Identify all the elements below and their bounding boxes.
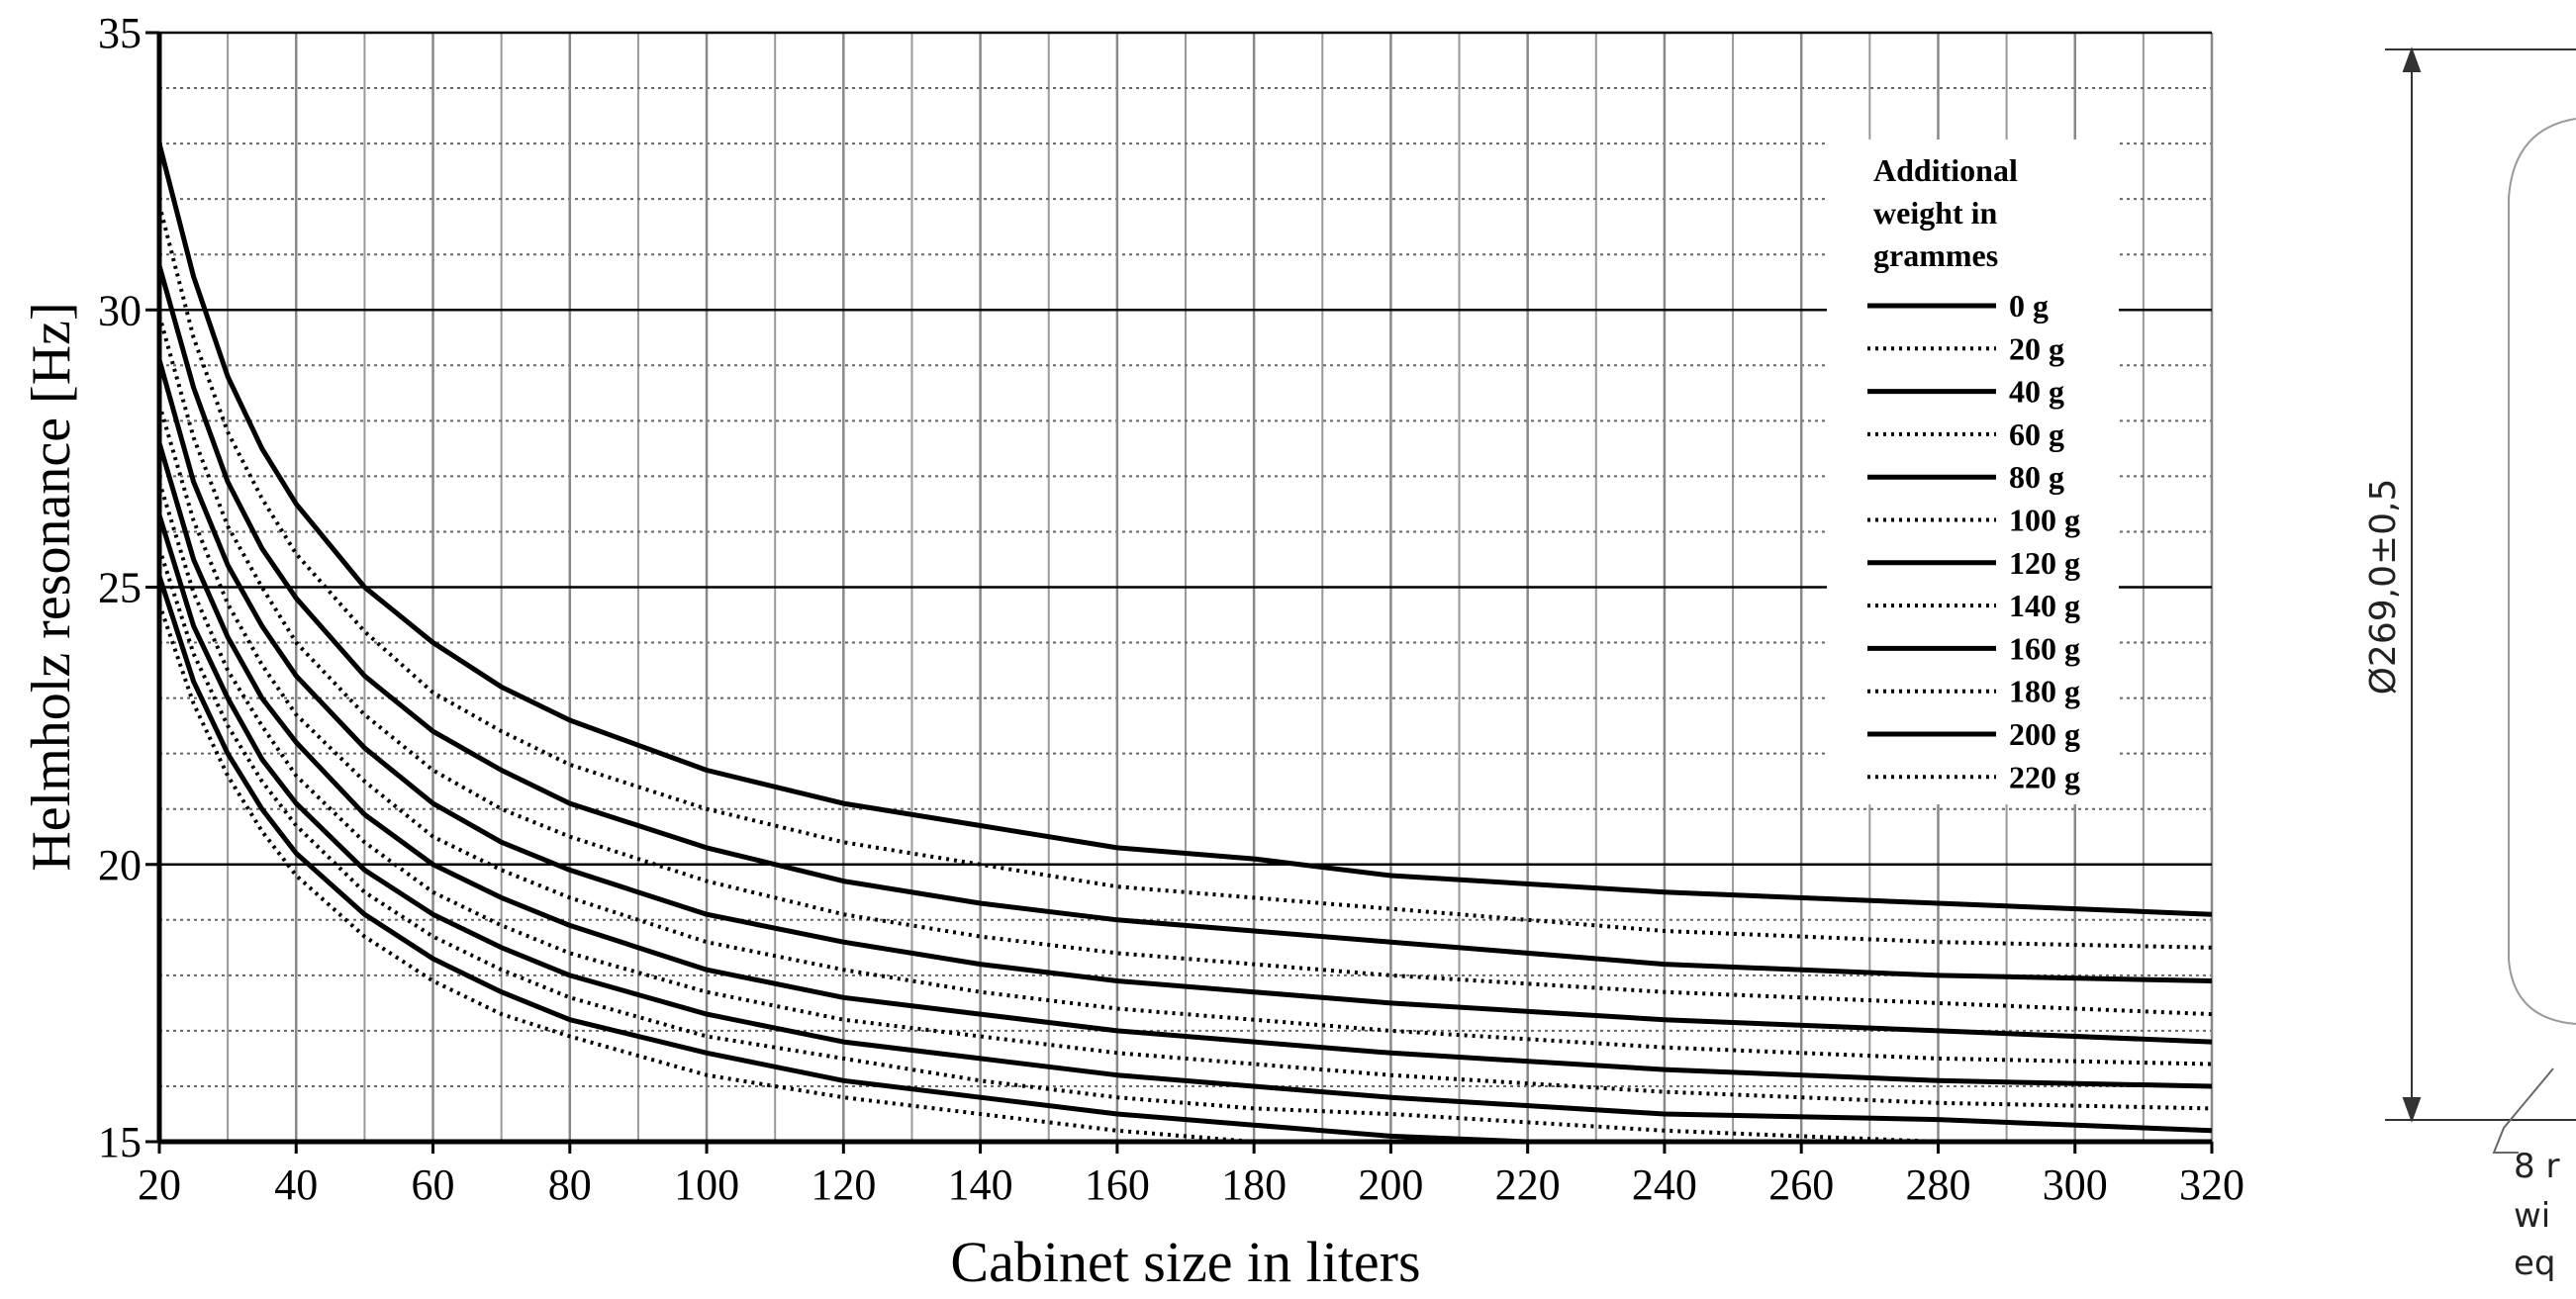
legend-label: 200 g (2009, 716, 2080, 752)
series-line (159, 142, 2212, 917)
x-tick-label: 100 (674, 1160, 739, 1209)
x-tick-label: 20 (138, 1160, 181, 1209)
series-line (159, 513, 2212, 1134)
legend-box (1827, 139, 2119, 804)
x-tick-label: 320 (2179, 1160, 2244, 1209)
legend-label: 20 g (2009, 330, 2064, 366)
note-line: 8 r (2514, 1147, 2559, 1186)
x-tick-label: 200 (1358, 1160, 1423, 1209)
legend-label: 0 g (2009, 288, 2049, 324)
x-tick-label: 60 (412, 1160, 455, 1209)
y-tick-label: 15 (98, 1118, 142, 1166)
legend-label: 220 g (2009, 759, 2080, 794)
series-line (159, 442, 2212, 1089)
x-tick-label: 160 (1085, 1160, 1150, 1209)
legend-title: Additional (1873, 152, 2018, 188)
series-line (159, 359, 2212, 1045)
y-tick-label: 20 (98, 841, 142, 889)
x-tick-label: 40 (274, 1160, 318, 1209)
x-axis-title: Cabinet size in liters (950, 1230, 1420, 1294)
x-tick-label: 240 (1632, 1160, 1697, 1209)
x-tick-label: 140 (948, 1160, 1013, 1209)
legend-title: weight in (1873, 195, 1998, 231)
x-tick-label: 180 (1221, 1160, 1287, 1209)
technical-drawing (2385, 46, 2576, 1154)
x-tick-label: 80 (548, 1160, 592, 1209)
y-tick-label: 30 (98, 286, 142, 334)
series-line (159, 264, 2212, 983)
legend-label: 120 g (2009, 545, 2080, 581)
legend-label: 40 g (2009, 374, 2064, 410)
series-line (159, 403, 2212, 1067)
note-line: eq (2514, 1244, 2556, 1283)
legend-label: 80 g (2009, 459, 2064, 495)
outline (2508, 118, 2576, 1025)
x-tick-label: 220 (1495, 1160, 1561, 1209)
y-tick-label: 25 (98, 564, 142, 612)
plot-lines (159, 142, 2212, 1142)
legend-label: 100 g (2009, 503, 2080, 538)
legend-label: 60 g (2009, 417, 2064, 452)
x-tick-label: 120 (811, 1160, 876, 1209)
arrow (2402, 46, 2422, 72)
x-tick-label: 300 (2043, 1160, 2108, 1209)
series-line (159, 204, 2212, 950)
x-tick-label: 280 (1905, 1160, 1970, 1209)
arrow (2402, 1097, 2422, 1123)
dimension-label: Ø269,0±0,5 (2363, 479, 2404, 696)
x-tick-label: 260 (1768, 1160, 1834, 1209)
y-tick-label: 35 (98, 9, 142, 57)
legend-label: 180 g (2009, 674, 2080, 709)
y-axis-title: Helmholz resonance [Hz] (21, 302, 82, 871)
note-line: wi (2514, 1196, 2550, 1236)
legend: Additional weight in grammes 0 g 20 g 40 g 60 … (1827, 139, 2119, 804)
series-line (159, 603, 1279, 1142)
legend-label: 140 g (2009, 588, 2080, 623)
series-line (159, 315, 2212, 1017)
leader-line (2492, 1067, 2554, 1154)
legend-title: grammes (1873, 237, 1998, 273)
legend-label: 160 g (2009, 630, 2080, 666)
series-line (159, 575, 1589, 1142)
series-line (159, 481, 2212, 1111)
